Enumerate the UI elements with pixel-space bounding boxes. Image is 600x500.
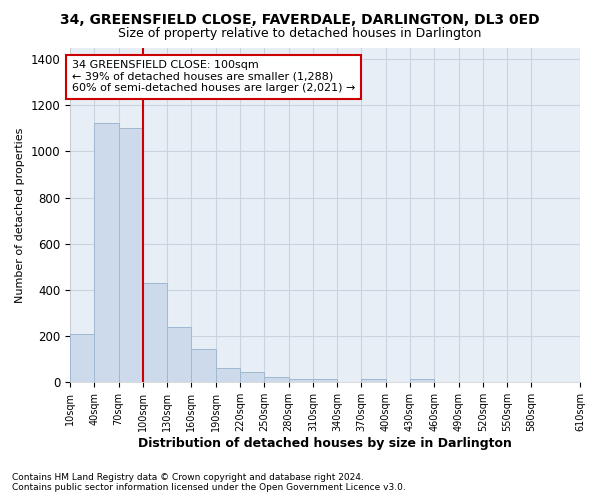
Text: Size of property relative to detached houses in Darlington: Size of property relative to detached ho…: [118, 28, 482, 40]
Bar: [143, 283, 167, 382]
Bar: [119, 128, 143, 382]
Bar: [94, 122, 119, 382]
Bar: [167, 327, 191, 382]
X-axis label: Distribution of detached houses by size in Darlington: Distribution of detached houses by size …: [138, 437, 512, 450]
Bar: [289, 379, 313, 382]
Bar: [191, 350, 216, 382]
Y-axis label: Number of detached properties: Number of detached properties: [15, 127, 25, 302]
Text: Contains HM Land Registry data © Crown copyright and database right 2024.
Contai: Contains HM Land Registry data © Crown c…: [12, 473, 406, 492]
Bar: [410, 379, 434, 382]
Bar: [313, 379, 337, 382]
Bar: [70, 334, 94, 382]
Bar: [265, 378, 289, 382]
Bar: [240, 372, 265, 382]
Text: 34, GREENSFIELD CLOSE, FAVERDALE, DARLINGTON, DL3 0ED: 34, GREENSFIELD CLOSE, FAVERDALE, DARLIN…: [60, 12, 540, 26]
Bar: [361, 379, 386, 382]
Bar: [216, 368, 240, 382]
Text: 34 GREENSFIELD CLOSE: 100sqm
← 39% of detached houses are smaller (1,288)
60% of: 34 GREENSFIELD CLOSE: 100sqm ← 39% of de…: [71, 60, 355, 94]
